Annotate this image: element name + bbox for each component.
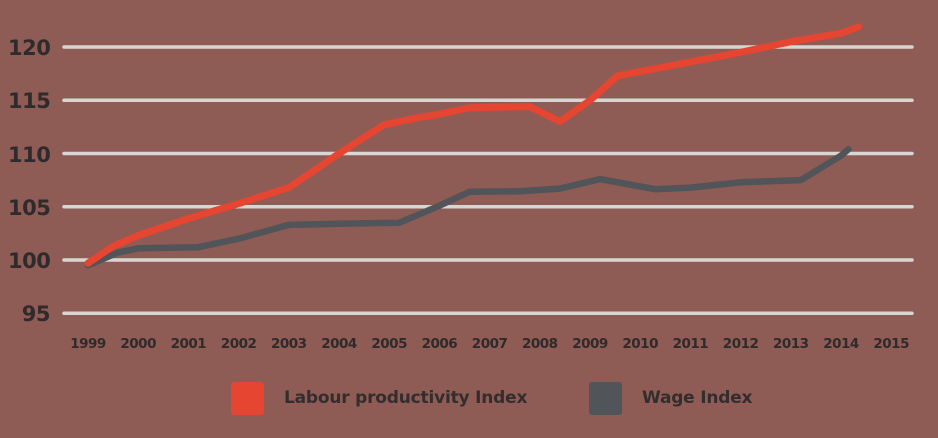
- y-tick-label: 110: [8, 142, 51, 167]
- x-tick-label: 2006: [421, 336, 458, 352]
- labour-productivity-line: [84, 23, 863, 267]
- legend-item-labour-productivity: Labour productivity Index: [231, 381, 527, 415]
- y-tick-label: 105: [8, 195, 51, 220]
- x-tick-label: 1999: [70, 336, 106, 352]
- legend-swatch-labour-productivity: [231, 381, 264, 415]
- x-tick-label: 2013: [773, 336, 809, 352]
- x-tick-label: 2001: [170, 336, 207, 352]
- y-tick-label: 100: [8, 249, 51, 273]
- legend-swatch-wage: [589, 381, 622, 415]
- x-tick-label: 2007: [471, 336, 508, 352]
- wage-index-line: [84, 145, 852, 269]
- y-tick-label: 120: [8, 36, 51, 60]
- x-tick-label: 2014: [823, 336, 859, 352]
- legend-label-wage: Wage Index: [642, 388, 753, 408]
- x-tick-label: 2008: [522, 336, 558, 352]
- x-tick-label: 2002: [220, 336, 257, 352]
- x-tick-label: 2011: [672, 336, 709, 352]
- y-tick-label: 115: [8, 89, 51, 114]
- x-tick-label: 2005: [371, 336, 407, 352]
- x-tick-label: 2004: [321, 336, 357, 352]
- y-tick-label: 95: [21, 302, 51, 327]
- x-tick-label: 2010: [622, 336, 658, 352]
- x-tick-label: 2000: [120, 336, 156, 352]
- legend-item-wage: Wage Index: [589, 381, 753, 415]
- x-tick-label: 2015: [873, 336, 909, 352]
- x-tick-label: 2003: [271, 336, 307, 352]
- legend-label-labour-productivity: Labour productivity Index: [284, 388, 528, 408]
- x-tick-label: 2012: [722, 336, 759, 352]
- series-lines: [84, 23, 863, 269]
- x-tick-label: 2009: [572, 336, 608, 352]
